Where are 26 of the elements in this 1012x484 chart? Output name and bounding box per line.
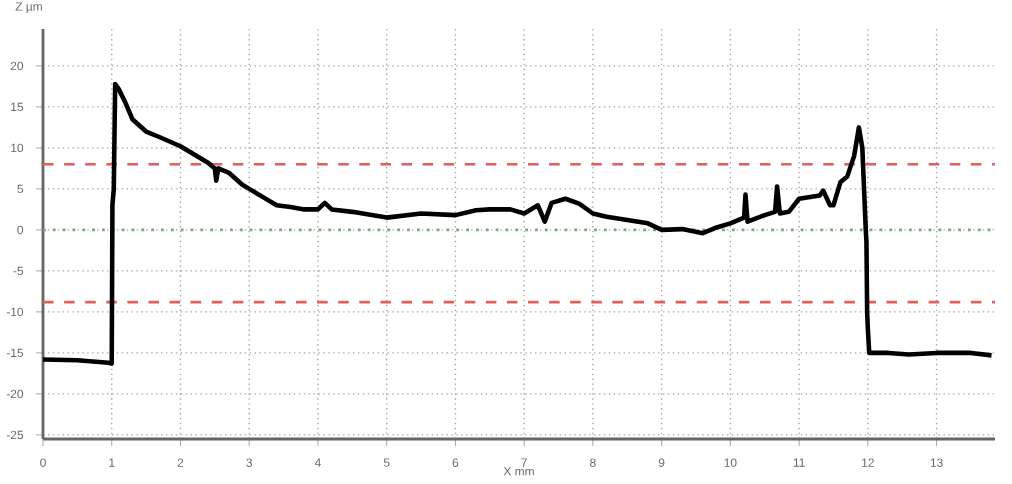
- y-tick-label: -10: [6, 307, 24, 317]
- y-tick-label: -20: [6, 389, 24, 399]
- y-tick-label: 20: [10, 61, 24, 71]
- x-tick-label: 0: [40, 458, 46, 467]
- x-tick-label: 8: [590, 458, 596, 467]
- x-tick-label: 5: [383, 458, 390, 467]
- x-tick-label: 7: [521, 458, 527, 467]
- y-tick-label: -25: [6, 430, 24, 440]
- x-tick-label: 13: [930, 458, 943, 467]
- x-axis-title: X mm: [503, 467, 534, 476]
- x-tick-label: 2: [177, 458, 184, 467]
- x-tick-label: 10: [724, 458, 737, 467]
- y-axis-title: Z µm: [15, 2, 42, 14]
- x-tick-label: 11: [793, 458, 805, 467]
- x-tick-label: 4: [314, 458, 321, 467]
- y-tick-label: 5: [17, 184, 24, 194]
- x-tick-label: 6: [452, 458, 459, 467]
- y-tick-label: 10: [11, 143, 24, 153]
- x-tick-label: 3: [246, 458, 253, 467]
- x-tick-label: 9: [658, 458, 665, 467]
- x-tick-label: 1: [109, 458, 115, 467]
- y-tick-label: -5: [13, 266, 24, 276]
- x-tick-label: 12: [862, 458, 874, 467]
- y-tick-label: 0: [17, 225, 24, 235]
- y-tick-label: 15: [11, 102, 24, 112]
- y-tick-label: -15: [6, 348, 24, 358]
